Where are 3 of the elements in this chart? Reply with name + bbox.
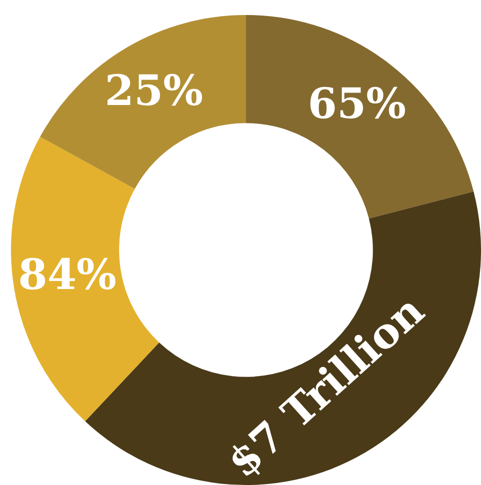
text: 65% bbox=[308, 78, 406, 128]
text: 25% bbox=[104, 66, 204, 116]
text: 84% bbox=[18, 250, 116, 300]
